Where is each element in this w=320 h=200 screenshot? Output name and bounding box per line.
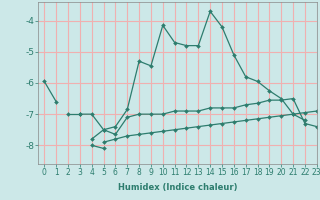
X-axis label: Humidex (Indice chaleur): Humidex (Indice chaleur)	[118, 183, 237, 192]
